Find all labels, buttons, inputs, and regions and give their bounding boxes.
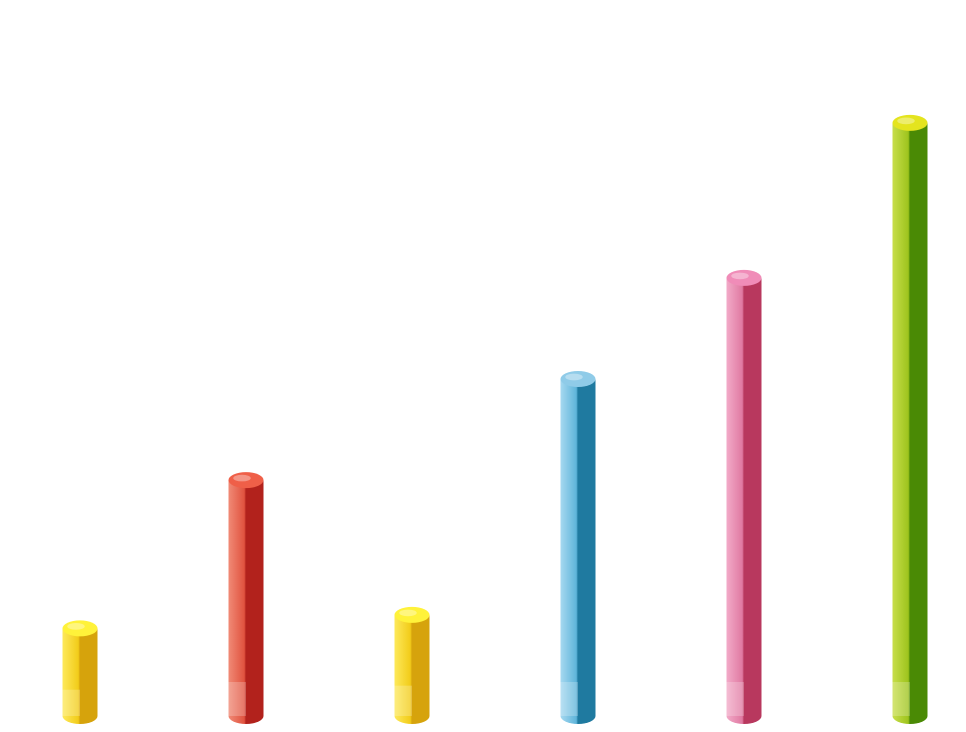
bar-reflection [394, 685, 412, 716]
bar-top-cap [62, 620, 98, 637]
bar-top-cap [560, 371, 596, 387]
bar-reflection [726, 682, 744, 716]
bar-top-highlight [731, 272, 749, 280]
bar-reflection [62, 689, 80, 716]
bar-reflection [228, 682, 246, 716]
bar-reflection [892, 682, 910, 716]
bar-body [394, 614, 430, 724]
bar-top-highlight [233, 474, 251, 482]
bar-reflection [560, 682, 578, 716]
bars-group [62, 114, 928, 724]
bar-top-highlight [565, 373, 583, 381]
bar-top-cap [394, 606, 430, 623]
bar-body [62, 628, 98, 724]
bar-body [228, 480, 264, 724]
bar-top-highlight [67, 623, 85, 630]
bar-3 [394, 606, 430, 724]
bar-top-cap [726, 269, 762, 286]
bar-top-cap [228, 472, 264, 489]
bar-top-highlight [399, 609, 417, 617]
bar-1 [62, 620, 98, 724]
bar-5 [726, 269, 762, 724]
bar-2 [228, 472, 264, 724]
bar-4 [560, 371, 596, 724]
bar-body [560, 379, 596, 724]
bar-top-highlight [897, 117, 915, 125]
bar-6 [892, 114, 928, 724]
bar-top-cap [892, 114, 928, 131]
bar-body [726, 277, 762, 724]
bar-body [892, 122, 928, 724]
